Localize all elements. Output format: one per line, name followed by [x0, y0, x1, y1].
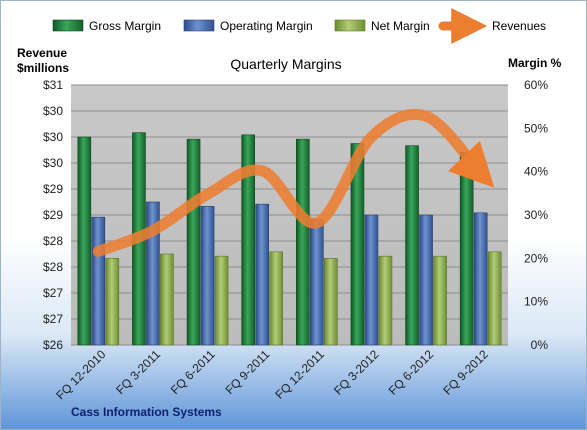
legend-swatch-gross-margin: [52, 19, 84, 32]
left-tick-label: $27: [43, 286, 63, 300]
left-axis-title-line2: $millions: [17, 61, 69, 75]
right-tick-label: 40%: [524, 165, 548, 179]
bar-operating-margin: [364, 214, 379, 346]
bar-operating-margin: [91, 216, 106, 346]
bar-gross-margin: [241, 134, 255, 346]
legend: Gross Margin Operating Margin Net Margin…: [52, 8, 546, 44]
right-axis-title: Margin %: [508, 56, 562, 70]
x-tick-label: FQ 9-2012: [440, 347, 491, 398]
revenues-line: [92, 108, 495, 257]
x-tick-label: FQ 6-2012: [386, 347, 437, 398]
left-tick-label: $26: [43, 338, 63, 352]
right-axis-ticks: 0% 10% 20% 30% 40% 50% 60%: [524, 78, 548, 352]
bar-net-margin: [160, 253, 174, 346]
footer-company: Cass Information Systems: [71, 405, 222, 419]
bar-gross-margin: [405, 145, 419, 346]
x-tick-label: FQ 6-2011: [168, 347, 218, 397]
bar-net-margin: [105, 258, 120, 346]
left-tick-label: $27: [43, 312, 63, 326]
bar-operating-margin: [255, 203, 269, 346]
x-tick-label: FQ 12-2011: [272, 347, 327, 402]
chart-title: Quarterly Margins: [230, 56, 341, 72]
legend-swatch-operating-margin: [183, 19, 215, 32]
bar-operating-margin: [200, 206, 215, 346]
bar-operating-margin: [419, 214, 433, 346]
x-tick-label: FQ 12-2010: [53, 347, 108, 402]
left-tick-label: $31: [43, 78, 63, 92]
bar-operating-margin: [310, 219, 324, 346]
left-tick-label: $28: [43, 260, 63, 274]
right-tick-label: 0%: [531, 338, 549, 352]
bar-net-margin: [433, 255, 447, 346]
bar-net-margin: [378, 255, 393, 346]
x-tick-label: FQ 9-2011: [222, 347, 272, 397]
right-tick-label: 10%: [524, 295, 548, 309]
left-tick-label: $29: [43, 208, 63, 222]
left-tick-label: $30: [43, 130, 63, 144]
bar-net-margin: [214, 255, 229, 346]
x-axis-ticks: FQ 12-2010 FQ 3-2011 FQ 6-2011 FQ 9-2011 FQ …: [53, 347, 491, 402]
left-axis-ticks: $26 $27 $27 $28 $28 $29 $29 $30 $30 $30 $31: [43, 78, 63, 352]
bar-gross-margin: [350, 143, 365, 346]
bar-gross-margin: [77, 136, 92, 346]
left-tick-label: $30: [43, 104, 63, 118]
x-tick-label: FQ 3-2011: [113, 347, 163, 397]
legend-label-net-margin: Net Margin: [371, 19, 430, 33]
legend-swatch-net-margin: [334, 19, 366, 32]
bar-gross-margin: [459, 151, 474, 346]
right-tick-label: 20%: [524, 251, 548, 265]
bar-operating-margin: [473, 212, 488, 346]
x-tick-label: FQ 3-2012: [331, 347, 382, 398]
bar-gross-margin: [296, 138, 310, 346]
left-tick-label: $29: [43, 182, 63, 196]
bar-net-margin: [324, 258, 338, 346]
bar-gross-margin: [186, 138, 201, 346]
right-tick-label: 50%: [524, 121, 548, 135]
bar-net-margin: [269, 251, 283, 346]
bar-net-margin: [487, 251, 502, 346]
left-axis-title-line1: Revenue: [17, 46, 67, 60]
legend-label-revenues: Revenues: [492, 19, 546, 33]
left-tick-label: $28: [43, 234, 63, 248]
right-tick-label: 30%: [524, 208, 548, 222]
legend-label-gross-margin: Gross Margin: [89, 19, 161, 33]
left-tick-label: $30: [43, 156, 63, 170]
legend-label-operating-margin: Operating Margin: [220, 19, 313, 33]
right-tick-label: 60%: [524, 78, 548, 92]
